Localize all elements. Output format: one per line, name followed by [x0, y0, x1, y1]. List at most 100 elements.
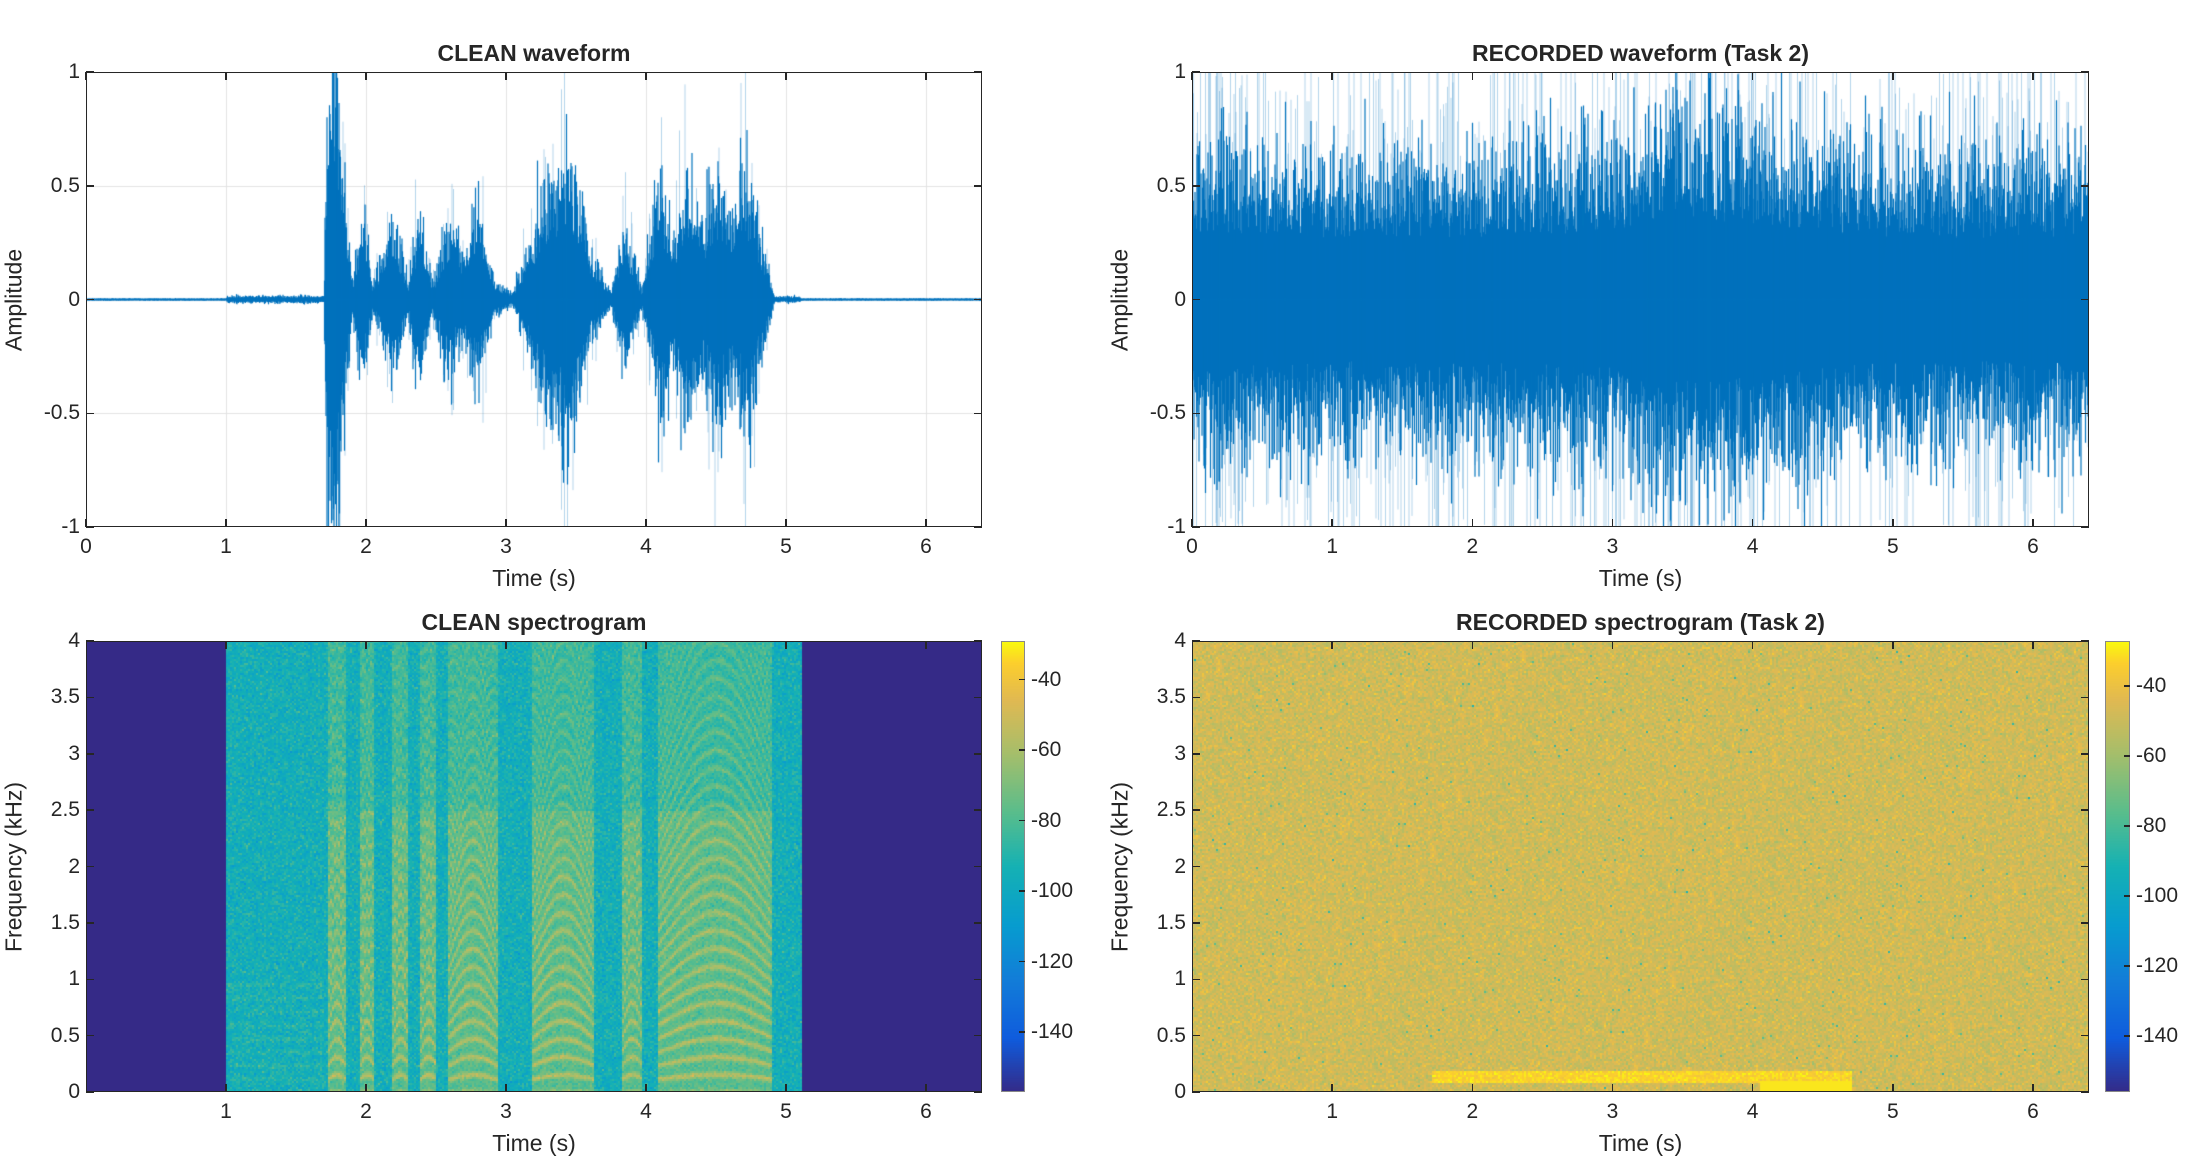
y-tick-mark [974, 809, 982, 811]
colorbar-tick-label: -80 [2136, 814, 2167, 838]
y-tick-mark [1192, 412, 1200, 414]
x-axis-label: Time (s) [1598, 1130, 1683, 1156]
x-tick-mark [365, 519, 367, 527]
y-tick-label: 0 [1174, 1080, 1186, 1103]
x-tick-mark [645, 72, 647, 80]
x-tick-label: 4 [1746, 535, 1759, 558]
y-tick-mark [86, 865, 94, 868]
y-tick-label: -0.5 [43, 401, 80, 425]
y-tick-mark [974, 71, 982, 73]
y-axis-label: Frequency (kHz) [1106, 781, 1133, 952]
spectrogram-image [1192, 641, 2089, 1092]
y-tick-mark [86, 1034, 94, 1037]
y-tick-mark [1192, 978, 1200, 980]
chart-title: CLEAN spectrogram [421, 609, 647, 635]
colorbar-tick-mark [1019, 678, 1025, 681]
y-tick-mark [2081, 1091, 2089, 1093]
x-tick-label: 3 [500, 535, 512, 558]
x-tick-mark [1892, 641, 1894, 649]
x-tick-mark [645, 1084, 647, 1092]
y-tick-mark [86, 1091, 94, 1093]
x-tick-label: 1 [1326, 1100, 1338, 1123]
x-axis-label: Time (s) [492, 1130, 576, 1156]
x-tick-mark [505, 641, 507, 649]
y-tick-label: 0.5 [1156, 173, 1186, 197]
x-tick-mark [2032, 519, 2034, 527]
x-tick-mark [1471, 641, 1474, 649]
colorbar-tick-mark [2124, 825, 2130, 827]
y-tick-label: -0.5 [1149, 401, 1186, 425]
x-tick-mark [505, 72, 507, 80]
y-tick-label: 1 [1174, 60, 1186, 83]
y-tick-mark [1192, 298, 1200, 301]
spectrogram-image [86, 641, 982, 1092]
colorbar-tick-mark [2124, 685, 2130, 687]
colorbar-tick-label: -140 [2136, 1024, 2179, 1048]
colorbar-tick-mark [1019, 1031, 1025, 1033]
y-tick-label: 1 [68, 967, 80, 991]
x-tick-mark [2032, 641, 2034, 649]
x-tick-mark [225, 519, 227, 527]
x-tick-mark [1191, 72, 1193, 80]
y-tick-mark [2081, 526, 2089, 528]
y-tick-mark [86, 978, 94, 980]
x-tick-label: 2 [1466, 1100, 1479, 1123]
colorbar [2105, 641, 2130, 1092]
x-tick-label: 4 [1746, 1100, 1759, 1123]
x-tick-mark [505, 1084, 507, 1092]
axes-3[interactable] [86, 641, 982, 1092]
x-tick-label: 3 [1606, 1100, 1619, 1123]
x-tick-mark [2032, 72, 2034, 80]
x-tick-mark [1751, 641, 1754, 649]
y-tick-label: 1 [68, 60, 80, 83]
axes-4[interactable] [1192, 641, 2089, 1092]
y-tick-label: 2 [1174, 854, 1186, 878]
y-tick-label: 4 [1174, 629, 1186, 652]
y-tick-mark [1192, 809, 1200, 811]
colorbar-tick-label: -80 [1031, 808, 1062, 832]
waveform-plot [1192, 72, 2089, 527]
y-tick-mark [974, 978, 982, 980]
y-tick-mark [974, 753, 982, 755]
x-tick-mark [1611, 519, 1614, 527]
y-tick-mark [86, 753, 94, 755]
x-tick-mark [225, 641, 227, 649]
y-tick-mark [1192, 526, 1200, 528]
y-tick-mark [1192, 640, 1200, 642]
x-tick-label: 5 [780, 1100, 792, 1123]
x-tick-label: 3 [500, 1100, 512, 1123]
colorbar-gradient [2105, 641, 2130, 1092]
y-tick-label: 2 [68, 854, 80, 878]
colorbar-tick-label: -100 [1031, 879, 1074, 903]
x-axis-label: Time (s) [492, 565, 576, 591]
y-axis-label: Frequency (kHz) [0, 781, 27, 952]
x-tick-mark [225, 72, 227, 80]
x-tick-mark [925, 72, 927, 80]
x-tick-mark [1471, 1084, 1474, 1092]
y-tick-mark [2081, 412, 2089, 414]
colorbar-tick-mark [1019, 749, 1025, 751]
axes-1[interactable] [86, 72, 982, 527]
y-tick-mark [1192, 185, 1200, 187]
y-tick-label: 0 [1174, 287, 1186, 311]
x-tick-label: 5 [1886, 535, 1899, 558]
chart-title: RECORDED waveform (Task 2) [1472, 40, 1809, 66]
colorbar [1001, 641, 1025, 1092]
x-tick-mark [925, 641, 927, 649]
y-tick-mark [1192, 1034, 1200, 1037]
colorbar-tick-label: -40 [1031, 667, 1062, 691]
colorbar-tick-label: -120 [1031, 949, 1074, 973]
y-axis-label: Amplitude [1106, 248, 1133, 351]
x-tick-mark [925, 1084, 927, 1092]
x-tick-label: 0 [1186, 535, 1198, 558]
axes-2[interactable] [1192, 72, 2089, 527]
y-tick-mark [86, 922, 94, 924]
x-tick-mark [85, 72, 87, 80]
y-tick-mark [2081, 753, 2089, 755]
colorbar-tick-label: -140 [1031, 1020, 1074, 1044]
y-tick-mark [86, 640, 94, 642]
x-tick-mark [365, 1084, 367, 1092]
y-tick-mark [1192, 696, 1200, 699]
colorbar-tick-label: -40 [2136, 674, 2167, 698]
colorbar-tick-mark [1019, 819, 1025, 822]
